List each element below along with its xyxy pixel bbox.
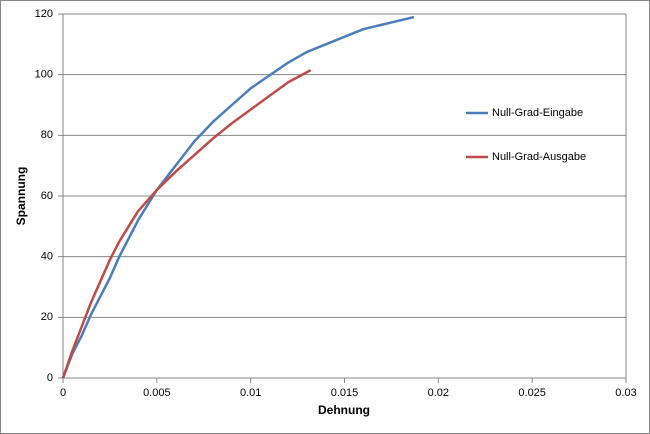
y-axis-title: Spannung [14, 167, 28, 226]
y-tick-label: 120 [35, 8, 53, 20]
x-tick-label: 0.025 [518, 387, 546, 399]
y-tick-label: 100 [35, 69, 53, 81]
x-tick-label: 0 [60, 387, 66, 399]
x-axis-title: Dehnung [318, 403, 370, 417]
y-tick-label: 80 [41, 129, 53, 141]
legend-label: Null-Grad-Eingabe [492, 107, 583, 119]
series-line [61, 69, 312, 379]
x-tick-label: 0.02 [428, 387, 449, 399]
series-line [61, 15, 415, 379]
y-tick-label: 60 [41, 190, 53, 202]
legend-label: Null-Grad-Ausgabe [492, 151, 586, 163]
y-tick-label: 40 [41, 251, 53, 263]
x-tick-label: 0.005 [143, 387, 171, 399]
x-tick-label: 0.03 [615, 387, 636, 399]
x-tick-label: 0.01 [240, 387, 261, 399]
y-tick-label: 20 [41, 311, 53, 323]
x-tick-label: 0.015 [331, 387, 359, 399]
y-tick-label: 0 [47, 372, 53, 384]
